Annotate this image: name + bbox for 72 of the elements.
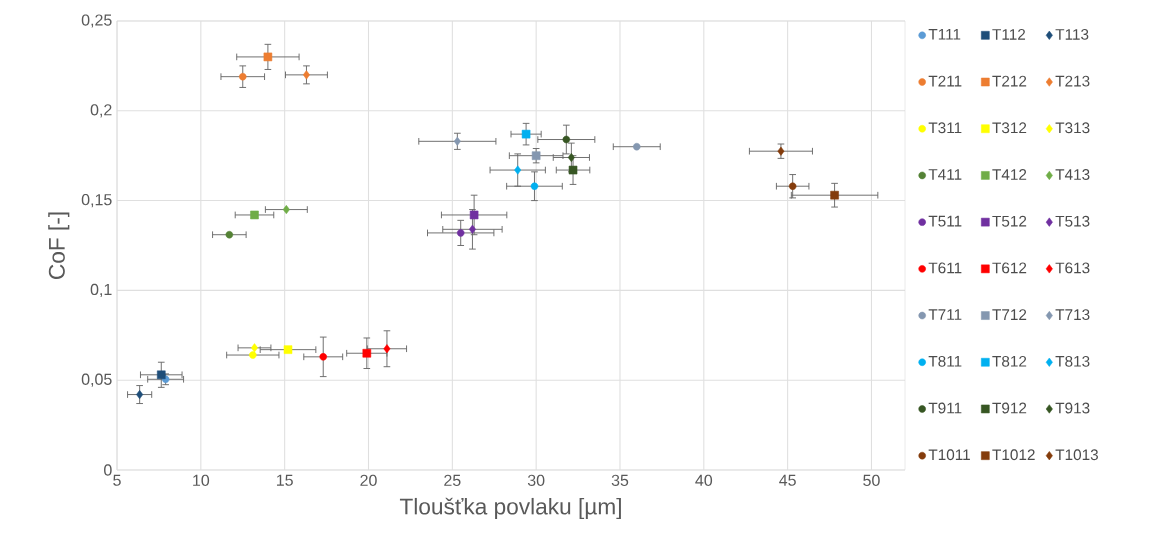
legend-label: T311 [928, 122, 962, 134]
legend-label: T313 [1055, 122, 1090, 134]
legend-label: T912 [992, 402, 1027, 414]
point [302, 70, 310, 80]
legend-label: T711 [928, 309, 962, 320]
legend-label: T113 [1055, 28, 1089, 40]
x-tick-label: 30 [527, 474, 545, 487]
legend-label: T412 [992, 169, 1027, 180]
point [468, 224, 476, 234]
point [514, 165, 522, 175]
x-tick-label: 45 [779, 474, 796, 486]
y-tick-label: 0,25 [81, 14, 112, 28]
legend-label: T1011 [928, 449, 970, 461]
legend-label: T911 [928, 402, 962, 414]
x-tick-label: 10 [193, 474, 210, 487]
x-tick-label: 35 [611, 474, 629, 487]
legend-label: T211 [928, 75, 962, 87]
point [250, 210, 259, 220]
point [830, 190, 839, 200]
y-axis-title: CoF [-] [48, 212, 70, 279]
x-tick-label: 50 [863, 474, 880, 487]
point [633, 142, 641, 151]
point [263, 52, 273, 62]
legend-label: T813 [1055, 355, 1090, 367]
point [282, 205, 290, 215]
point [521, 129, 531, 139]
legend-label: T913 [1055, 402, 1090, 414]
legend-label: T1012 [992, 449, 1035, 461]
x-axis-title: Tloušťka povlaku [µm] [399, 497, 621, 520]
legend-label: T713 [1055, 309, 1090, 321]
legend-label: T612 [992, 262, 1027, 274]
legend-label: T1013 [1055, 449, 1098, 461]
point [283, 345, 293, 354]
point [453, 136, 461, 146]
x-tick-label: 25 [444, 474, 461, 487]
y-tick-label: 0,15 [81, 193, 112, 208]
legend-label: T212 [992, 75, 1027, 87]
point [362, 348, 372, 358]
point [469, 210, 479, 220]
y-tick-label: 0 [104, 464, 112, 476]
legend-label: T413 [1055, 169, 1090, 180]
legend-label: T512 [992, 215, 1027, 227]
point [383, 344, 391, 354]
legend-label: T513 [1055, 215, 1090, 227]
y-tick-label: 0,05 [81, 373, 112, 387]
y-tick-label: 0,1 [90, 283, 112, 297]
x-tick-label: 5 [113, 474, 121, 486]
point [788, 182, 797, 190]
point [251, 343, 258, 353]
point [319, 353, 327, 361]
x-tick-label: 40 [695, 474, 713, 487]
legend-label: T613 [1055, 262, 1090, 274]
legend-label: T213 [1055, 75, 1090, 87]
point [562, 135, 571, 144]
legend-label: T811 [928, 355, 962, 367]
legend-label: T411 [928, 169, 962, 180]
y-tick-label: 0,2 [90, 104, 112, 118]
point [136, 390, 144, 400]
legend-label: T312 [992, 122, 1027, 134]
x-tick-label: 15 [276, 474, 293, 486]
legend-label: T812 [992, 355, 1027, 367]
x-tick-label: 20 [360, 474, 377, 487]
legend-label: T511 [928, 215, 962, 227]
point [530, 182, 539, 190]
legend-label: T112 [992, 28, 1026, 40]
point [249, 351, 257, 359]
point [239, 72, 247, 81]
legend-label: T712 [992, 309, 1027, 320]
point [225, 230, 234, 239]
legend-label: T611 [928, 262, 962, 274]
point [456, 229, 465, 237]
legend-label: T111 [928, 29, 961, 40]
